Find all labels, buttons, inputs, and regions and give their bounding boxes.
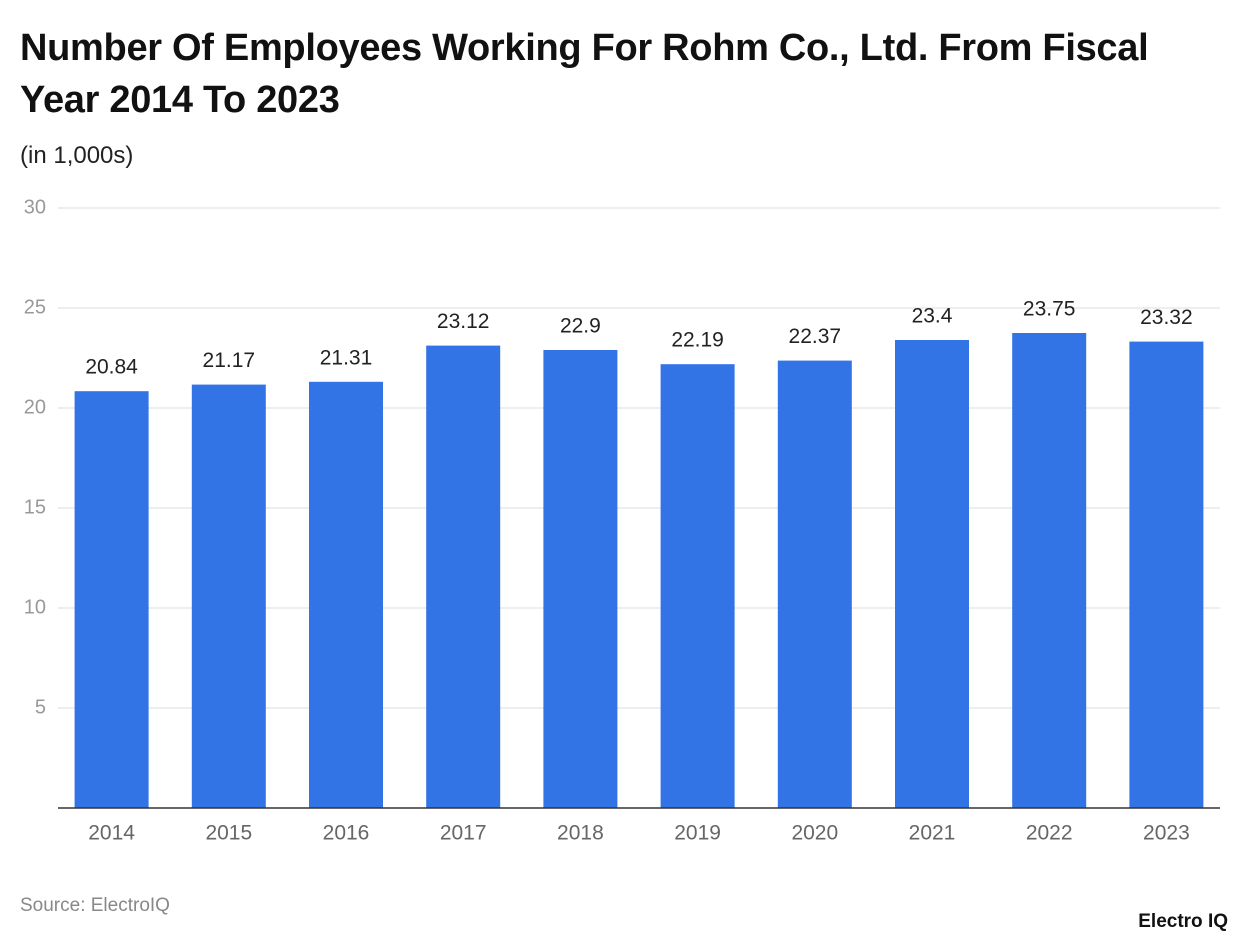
data-label: 21.17: [203, 349, 256, 372]
data-label: 21.31: [320, 346, 373, 369]
data-label: 23.75: [1023, 298, 1076, 321]
bar: [426, 345, 501, 808]
chart-subtitle: (in 1,000s): [20, 142, 134, 169]
bar: [543, 350, 618, 808]
brand-logo: Electro IQ: [1138, 911, 1228, 932]
x-tick-label: 2018: [557, 822, 604, 845]
bar: [660, 364, 735, 808]
data-label: 22.9: [560, 315, 601, 338]
y-tick-label: 30: [24, 196, 46, 218]
bar: [191, 384, 266, 808]
x-tick-label: 2021: [909, 822, 956, 845]
x-tick-label: 2022: [1026, 822, 1073, 845]
data-label: 20.84: [85, 356, 138, 379]
bar: [1012, 333, 1087, 808]
y-tick-label: 20: [24, 396, 46, 418]
data-label: 23.4: [912, 305, 953, 328]
x-tick-label: 2019: [674, 822, 721, 845]
source-note: Source: ElectroIQ: [20, 895, 170, 916]
y-tick-label: 5: [35, 696, 46, 718]
bar: [895, 340, 969, 808]
x-tick-label: 2014: [88, 822, 135, 845]
bar: [777, 360, 852, 808]
bar: [309, 381, 383, 808]
bar: [1129, 341, 1204, 808]
x-tick-label: 2016: [323, 822, 370, 845]
data-label: 22.19: [671, 329, 724, 352]
y-tick-label: 25: [24, 296, 46, 318]
x-tick-label: 2020: [791, 822, 838, 845]
bar: [74, 391, 149, 808]
chart-title: Number Of Employees Working For Rohm Co.…: [20, 27, 1149, 121]
y-tick-label: 10: [24, 596, 46, 618]
y-tick-label: 15: [24, 496, 46, 518]
x-tick-label: 2023: [1143, 822, 1190, 845]
data-label: 22.37: [789, 325, 842, 348]
data-label: 23.12: [437, 310, 490, 333]
x-tick-label: 2015: [205, 822, 252, 845]
data-label: 23.32: [1140, 306, 1193, 329]
x-tick-label: 2017: [440, 822, 487, 845]
